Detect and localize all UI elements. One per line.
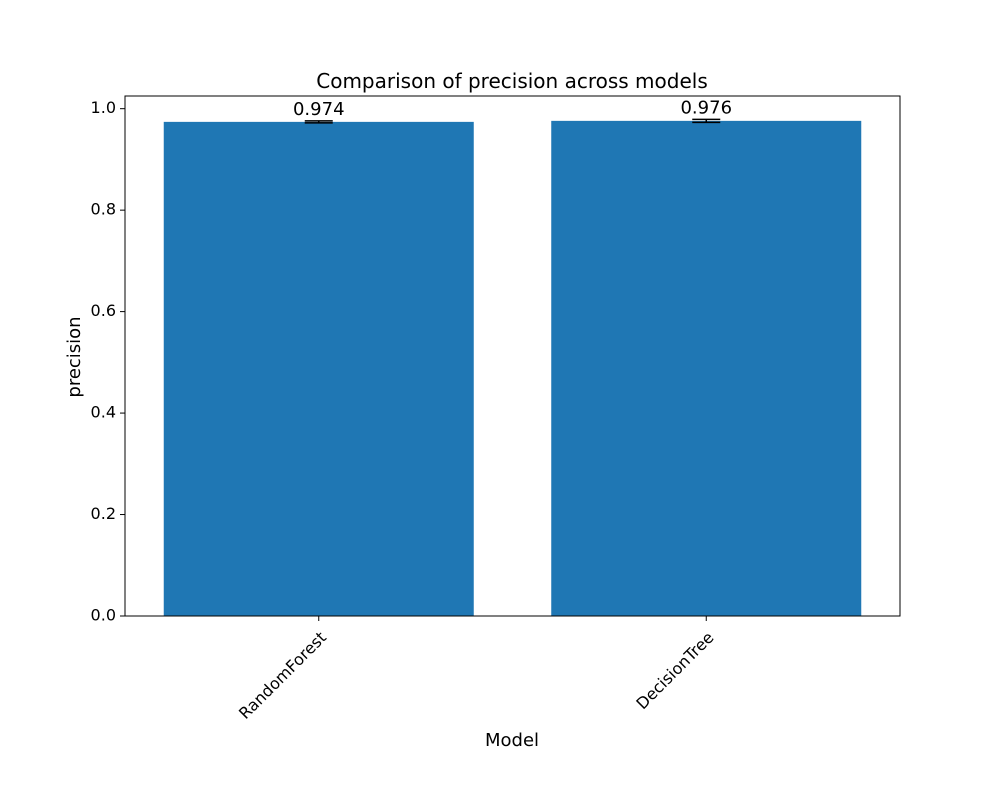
y-axis-ticks: 0.0 0.2 0.4 0.6 0.8 1.0 <box>91 98 125 625</box>
chart-title: Comparison of precision across models <box>316 69 707 93</box>
x-axis-label: Model <box>485 730 539 751</box>
y-tick-label: 0.0 <box>91 606 116 625</box>
y-axis-label: precision <box>64 316 85 397</box>
plot-frame <box>124 95 901 617</box>
bars-layer <box>163 120 862 617</box>
bar-randomforest <box>163 121 474 617</box>
data-labels-layer: 0.974 0.976 <box>293 97 732 120</box>
y-tick-label: 1.0 <box>91 98 116 117</box>
error-bars-layer <box>304 118 721 124</box>
error-bar-randomforest <box>304 120 333 124</box>
y-tick-label: 0.8 <box>91 200 116 219</box>
data-label-randomforest: 0.974 <box>293 99 345 120</box>
y-tick-label: 0.6 <box>91 301 116 320</box>
y-tick-label: 0.2 <box>91 504 116 523</box>
error-bar-decisiontree <box>692 118 721 124</box>
data-label-decisiontree: 0.976 <box>680 97 732 118</box>
y-tick-label: 0.4 <box>91 403 116 422</box>
bar-decisiontree <box>551 120 862 617</box>
